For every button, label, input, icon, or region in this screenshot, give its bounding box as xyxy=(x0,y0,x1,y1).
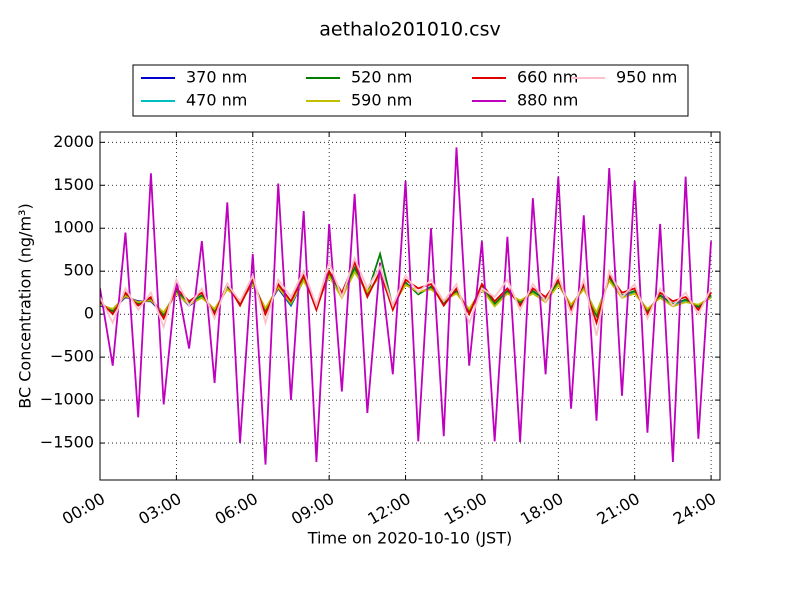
series-line xyxy=(100,270,712,315)
legend-label: 950 nm xyxy=(616,68,677,87)
legend-label: 590 nm xyxy=(351,91,412,110)
series-line xyxy=(100,147,712,465)
y-tick-label: −1500 xyxy=(40,433,94,452)
plot-frame xyxy=(99,131,721,481)
x-tick-label: 18:00 xyxy=(517,489,566,529)
x-tick-label: 00:00 xyxy=(59,489,108,529)
legend-label: 470 nm xyxy=(186,91,247,110)
x-tick-label: 21:00 xyxy=(594,489,643,529)
y-tick-label: 2000 xyxy=(53,132,94,151)
x-tick-label: 06:00 xyxy=(212,489,261,529)
y-tick-label: −500 xyxy=(50,347,94,366)
x-tick-label: 15:00 xyxy=(441,489,490,529)
y-tick-label: 500 xyxy=(63,261,94,280)
x-tick-label: 24:00 xyxy=(670,489,719,529)
legend-box xyxy=(132,64,689,117)
legend-label: 660 nm xyxy=(517,68,578,87)
y-axis-label: BC Concentration (ng/m³) xyxy=(16,203,35,408)
y-tick-label: −1000 xyxy=(40,390,94,409)
y-tick-label: 0 xyxy=(84,304,94,323)
legend-label: 520 nm xyxy=(351,68,412,87)
x-tick-label: 03:00 xyxy=(135,489,184,529)
legend-label: 880 nm xyxy=(517,91,578,110)
series-line xyxy=(100,255,712,336)
x-tick-label: 09:00 xyxy=(288,489,337,529)
x-axis-label: Time on 2020-10-10 (JST) xyxy=(307,529,512,548)
legend-label: 370 nm xyxy=(186,68,247,87)
y-tick-label: 1000 xyxy=(53,218,94,237)
x-tick-label: 12:00 xyxy=(364,489,413,529)
y-tick-label: 1500 xyxy=(53,175,94,194)
chart-title: aethalo201010.csv xyxy=(319,19,501,41)
